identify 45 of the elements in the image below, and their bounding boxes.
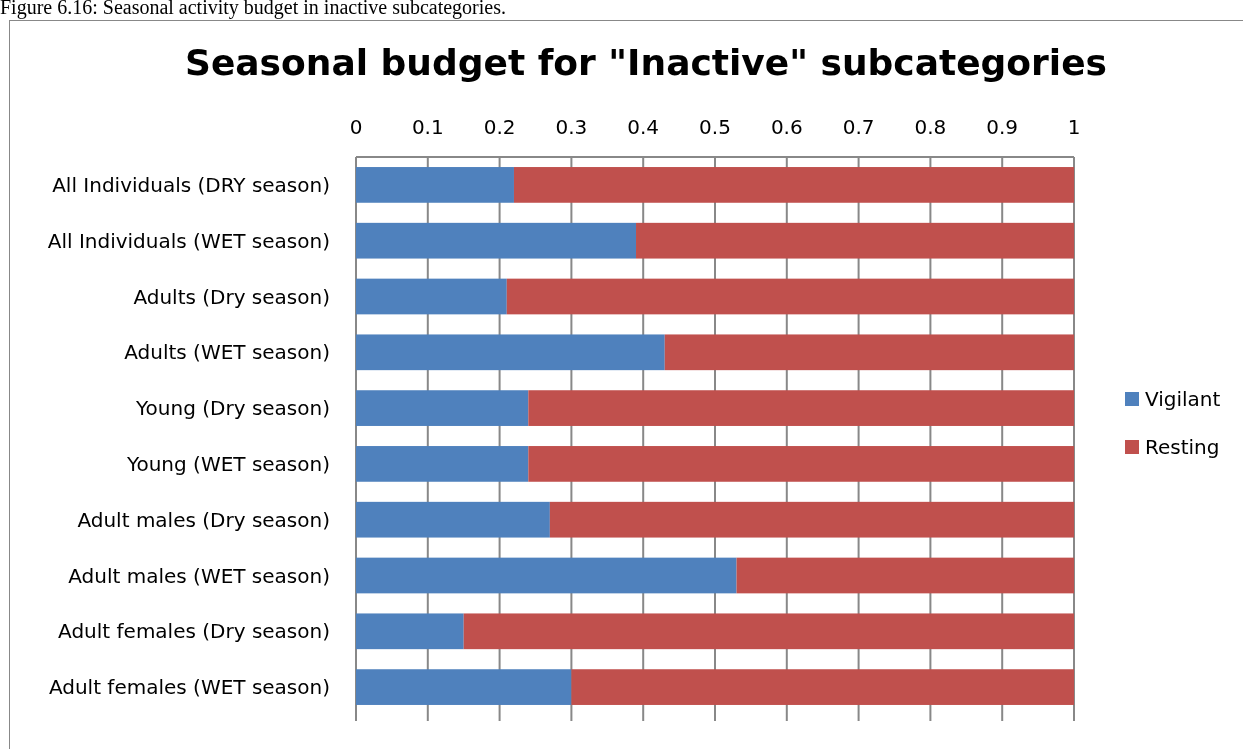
- bar: [549, 501, 1074, 538]
- caption: Figure 6.16: Seasonal activity budget in inactive subcategories.: [0, 0, 506, 19]
- x-tick-label: 0.9: [986, 115, 1019, 139]
- bar: [664, 334, 1074, 371]
- y-tick-label: Adult females (Dry season): [58, 619, 330, 644]
- y-tick-label: Young (WET season): [125, 451, 330, 476]
- x-tick-label: 0.6: [770, 115, 803, 139]
- bar: [636, 222, 1074, 259]
- bar: [506, 278, 1074, 315]
- legend-label: Resting: [1145, 435, 1220, 459]
- x-tick-label: 0: [349, 115, 363, 139]
- x-tick-label: 1: [1067, 115, 1081, 139]
- y-tick-label: Adult males (Dry season): [77, 507, 330, 532]
- bar: [571, 669, 1074, 705]
- y-tick-label: Young (Dry season): [135, 396, 330, 421]
- y-tick-label: Adult females (WET season): [48, 675, 330, 700]
- bar: [463, 613, 1074, 650]
- x-tick-label: 0.2: [483, 115, 516, 139]
- bar: [356, 501, 550, 538]
- bar: [356, 446, 529, 482]
- x-tick-label: 0.5: [699, 115, 731, 139]
- x-tick-label: 0.1: [411, 115, 444, 139]
- bar: [356, 278, 507, 315]
- y-tick-label: Adult males (WET season): [68, 563, 330, 588]
- x-tick-label: 0.3: [555, 115, 588, 139]
- bar: [528, 390, 1074, 426]
- bar: [356, 613, 464, 650]
- bar: [356, 669, 572, 705]
- x-tick-label: 0.4: [627, 115, 660, 139]
- legend-label: Vigilant: [1145, 387, 1221, 411]
- bar: [736, 557, 1074, 594]
- bar: [528, 446, 1074, 482]
- bar: [356, 557, 737, 594]
- y-tick-label: Adults (WET season): [124, 340, 330, 365]
- x-tick-label: 0.7: [842, 115, 875, 139]
- bar: [356, 390, 529, 426]
- y-tick-label: Adults (Dry season): [133, 284, 330, 309]
- y-tick-label: All Individuals (DRY season): [52, 172, 330, 197]
- bar: [356, 167, 514, 203]
- bar: [356, 222, 637, 259]
- x-tick-label: 0.8: [914, 115, 947, 139]
- chart-title: Seasonal budget for "Inactive" subcategories: [184, 42, 1108, 83]
- bar: [513, 167, 1074, 203]
- bar: [356, 334, 665, 371]
- y-tick-label: All Individuals (WET season): [47, 228, 330, 253]
